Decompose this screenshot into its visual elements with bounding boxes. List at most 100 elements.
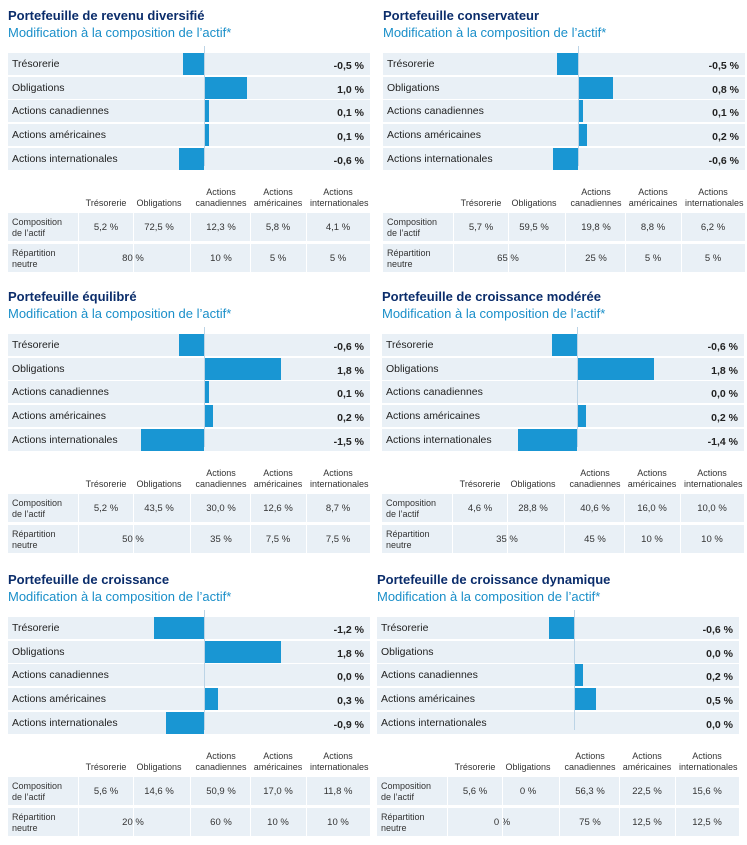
value-label: -0,6 % <box>707 341 738 353</box>
allocation-change-chart: Trésorerie -0,6 % Obligations 0,0 % Actions … <box>377 610 739 734</box>
table-column-header: Obligations <box>505 762 551 772</box>
row-label-line: Répartition <box>386 529 430 539</box>
table-column-header: Trésorerie <box>460 198 502 208</box>
column-separator <box>78 494 79 553</box>
column-separator <box>559 777 560 836</box>
row-label: Composition de l’actif <box>12 217 62 239</box>
category-label: Actions américaines <box>387 129 481 141</box>
bar-mark <box>141 429 204 451</box>
chart-row-background <box>8 405 370 427</box>
neutral-allocation-row: Répartition neutre 65 % 25 % 5 % 5 % <box>383 244 745 272</box>
category-label: Actions internationales <box>12 153 118 165</box>
bar-mark <box>205 405 214 427</box>
value-label: -0,6 % <box>708 155 739 167</box>
panel-subtitle: Modification à la composition de l’actif… <box>383 25 607 40</box>
row-label-line: de l’actif <box>387 228 421 238</box>
table-cell: 12,5 % <box>692 817 722 828</box>
header-line: canadiennes <box>195 762 247 772</box>
table-cell: 15,6 % <box>692 786 722 797</box>
table-cell: 5 % <box>269 253 287 264</box>
category-label: Actions américaines <box>12 693 106 705</box>
table-cell: 5,2 % <box>93 503 119 514</box>
bar-mark <box>579 100 584 122</box>
table-column-header: Actions américaines <box>625 187 681 209</box>
category-label: Trésorerie <box>12 339 60 351</box>
category-label: Actions américaines <box>386 410 480 422</box>
bar-mark <box>548 617 574 639</box>
bar-mark <box>178 334 204 356</box>
column-separator <box>619 777 620 836</box>
value-label: 1,0 % <box>337 84 364 96</box>
header-line: américaines <box>253 198 303 208</box>
value-label: 0,2 % <box>337 412 364 424</box>
table-cell: 22,5 % <box>632 786 662 797</box>
row-label: Répartition neutre <box>386 529 430 551</box>
table-cell: 12,3 % <box>206 222 236 233</box>
table-cell: 4,6 % <box>467 503 493 514</box>
table-column-header: Actions américaines <box>250 751 306 773</box>
table-cell: 5,6 % <box>462 786 488 797</box>
composition-row: Composition de l’actif 4,6 % 28,8 % 40,6 % 16… <box>382 494 744 522</box>
portfolio-panel: Portefeuille de croissance Modification à… <box>8 572 370 836</box>
portfolio-panel: Portefeuille de croissance modérée Modifi… <box>382 289 744 553</box>
table-cell: 17,0 % <box>263 786 293 797</box>
table-column-header: Trésorerie <box>454 762 496 772</box>
value-label: -1,4 % <box>707 436 738 448</box>
column-separator <box>452 494 453 553</box>
allocation-table: Trésorerie Obligations Actions canadiennes A… <box>382 460 744 553</box>
table-column-header: Actions américaines <box>250 468 306 490</box>
header-line: internationales <box>310 479 369 489</box>
column-separator <box>502 777 503 836</box>
column-separator <box>78 777 79 836</box>
category-label: Actions internationales <box>12 434 118 446</box>
header-line: Actions <box>692 751 722 761</box>
row-label-line: de l’actif <box>12 228 46 238</box>
bar-mark <box>552 148 578 170</box>
panel-subtitle: Modification à la composition de l’actif… <box>382 306 606 321</box>
table-column-header: Actions canadiennes <box>193 187 249 209</box>
row-label-line: neutre <box>12 540 38 550</box>
row-label-line: Répartition <box>387 248 431 258</box>
value-label: 0,0 % <box>706 648 733 660</box>
row-label-line: neutre <box>12 259 38 269</box>
column-separator <box>306 213 307 272</box>
category-label: Trésorerie <box>12 622 60 634</box>
header-line: américaines <box>628 198 678 208</box>
header-line: américaines <box>253 762 303 772</box>
category-label: Trésorerie <box>387 58 435 70</box>
header-line: Actions <box>575 751 605 761</box>
row-label-line: Composition <box>12 498 63 508</box>
table-cell: 10 % <box>327 817 349 828</box>
table-cell: 8,8 % <box>640 222 666 233</box>
table-cell: 59,5 % <box>519 222 549 233</box>
allocation-change-chart: Trésorerie -0,6 % Obligations 1,8 % Actions … <box>382 327 744 451</box>
table-cell: 12,5 % <box>632 817 662 828</box>
row-label: Composition de l’actif <box>12 498 62 520</box>
category-label: Actions canadiennes <box>12 105 109 117</box>
table-column-header: Actions canadiennes <box>193 751 249 773</box>
header-line: Actions <box>206 751 236 761</box>
table-cell: 40,6 % <box>580 503 610 514</box>
column-separator <box>190 213 191 272</box>
category-label: Trésorerie <box>381 622 429 634</box>
header-line: Actions <box>323 187 353 197</box>
column-separator <box>675 777 676 836</box>
table-column-header: Trésorerie <box>459 479 501 489</box>
table-column-header: Actions internationales <box>685 187 744 209</box>
bar-mark <box>579 77 613 99</box>
header-line: Actions <box>323 468 353 478</box>
category-label: Obligations <box>12 363 65 375</box>
table-cell: 35 % <box>210 534 232 545</box>
portfolio-panel: Portefeuille de croissance dynamique Modi… <box>377 572 739 836</box>
row-label-line: Composition <box>12 217 63 227</box>
category-label: Actions internationales <box>387 153 493 165</box>
bar-mark <box>518 429 577 451</box>
table-cell: 60 % <box>210 817 232 828</box>
neutral-allocation-row: Répartition neutre 35 % 45 % 10 % 10 % <box>382 525 744 553</box>
bar-mark <box>205 124 210 146</box>
allocation-table: Trésorerie Obligations Actions canadiennes A… <box>377 743 739 836</box>
table-cell: 5,6 % <box>93 786 119 797</box>
header-line: Actions <box>637 468 667 478</box>
table-cell: 10,0 % <box>697 503 727 514</box>
column-separator <box>508 213 509 272</box>
